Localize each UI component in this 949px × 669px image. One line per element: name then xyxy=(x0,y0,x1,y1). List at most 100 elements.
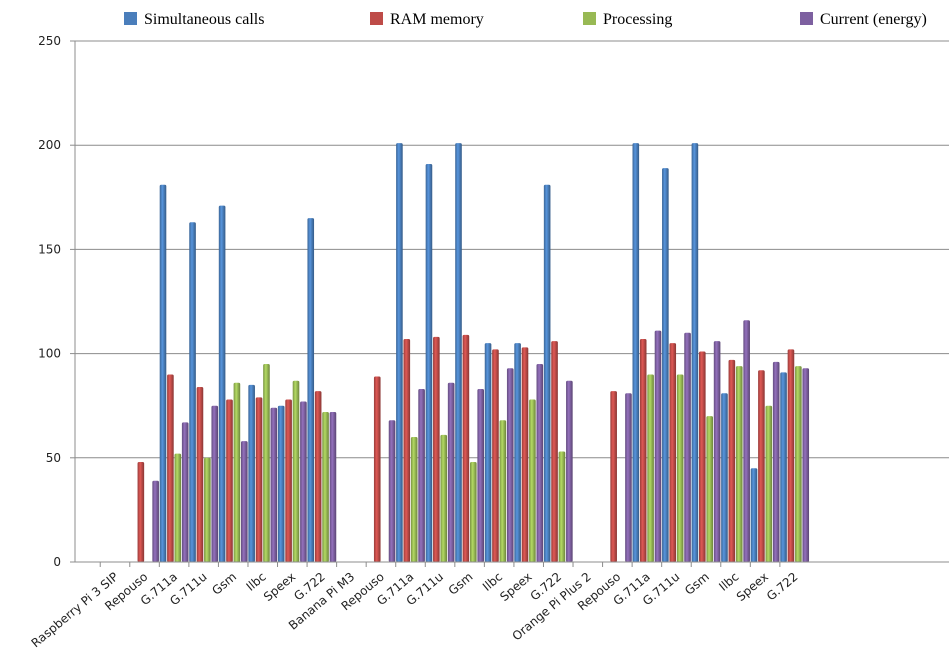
legend-swatch xyxy=(124,12,137,25)
y-tick-label: 0 xyxy=(53,555,61,569)
legend-label: RAM memory xyxy=(390,11,484,28)
bar-processing xyxy=(499,420,507,562)
x-tick-label: Gsm xyxy=(682,570,712,598)
bar-current-energy- xyxy=(713,341,721,562)
bar-ram-memory xyxy=(492,349,499,562)
bar-processing xyxy=(292,380,300,562)
bar-ram-memory xyxy=(196,386,204,562)
bar-current-energy- xyxy=(536,364,544,562)
bar-processing xyxy=(322,411,329,562)
bar-simultaneous-calls xyxy=(277,405,285,562)
bar-current-energy- xyxy=(388,420,396,562)
bar-simultaneous-calls xyxy=(662,168,669,562)
bar-processing xyxy=(706,416,713,562)
bar-current-energy- xyxy=(654,330,662,562)
bar-ram-memory xyxy=(167,374,174,562)
y-tick-label: 200 xyxy=(38,138,61,152)
bar-processing xyxy=(470,461,477,562)
legend-swatch xyxy=(800,12,813,25)
bar-ram-memory xyxy=(610,391,617,562)
bar-current-energy- xyxy=(566,380,573,562)
bar-ram-memory xyxy=(403,339,411,562)
bar-simultaneous-calls xyxy=(484,343,492,562)
bar-current-energy- xyxy=(447,382,455,562)
bar-processing xyxy=(204,457,211,562)
y-tick-label: 50 xyxy=(46,451,61,465)
bar-simultaneous-calls xyxy=(425,163,433,562)
bar-ram-memory xyxy=(787,349,795,562)
bar-simultaneous-calls xyxy=(189,222,196,563)
legend: Simultaneous calls RAM memory Processing Cu… xyxy=(124,11,927,28)
bar-simultaneous-calls xyxy=(632,143,640,562)
bar-current-energy- xyxy=(241,441,248,562)
x-tick-label: G.722 xyxy=(764,570,801,604)
bar-processing xyxy=(795,366,802,562)
bar-simultaneous-calls xyxy=(780,372,787,562)
bar-current-energy- xyxy=(802,368,810,562)
bar-ram-memory xyxy=(521,347,529,562)
bar-current-energy- xyxy=(684,332,691,562)
bar-current-energy- xyxy=(743,320,750,562)
bar-processing xyxy=(174,453,182,562)
legend-label: Current (energy) xyxy=(820,11,927,28)
bar-processing xyxy=(410,436,418,562)
bar-processing xyxy=(440,434,448,562)
bar-processing xyxy=(765,405,773,562)
bar-simultaneous-calls xyxy=(691,143,699,562)
bar-simultaneous-calls xyxy=(159,184,167,562)
legend-label: Simultaneous calls xyxy=(144,11,264,28)
bar-simultaneous-calls xyxy=(396,143,403,562)
bar-simultaneous-calls xyxy=(248,384,255,562)
bar-current-energy- xyxy=(506,368,514,562)
bar-ram-memory xyxy=(639,339,647,562)
bar-processing xyxy=(676,374,684,562)
bar-current-energy- xyxy=(181,422,189,562)
bar-ram-memory xyxy=(285,399,292,562)
bar-ram-memory xyxy=(758,370,765,562)
bar-current-energy- xyxy=(300,401,307,562)
bar-processing xyxy=(558,451,566,562)
bar-ram-memory xyxy=(314,391,322,562)
bar-simultaneous-calls xyxy=(218,205,226,563)
bar-current-energy- xyxy=(625,393,632,562)
bar-ram-memory xyxy=(433,336,440,562)
y-tick-label: 250 xyxy=(38,34,61,48)
bar-simultaneous-calls xyxy=(455,143,462,562)
bar-ram-memory xyxy=(137,461,145,562)
bar-processing xyxy=(647,374,654,562)
bar-current-energy- xyxy=(772,361,780,562)
bar-current-energy- xyxy=(477,389,484,562)
bar-simultaneous-calls xyxy=(721,393,728,562)
bar-current-energy- xyxy=(270,407,278,562)
bar-current-energy- xyxy=(418,389,425,562)
legend-swatch xyxy=(583,12,596,25)
x-tick-label: Gsm xyxy=(446,570,476,598)
bar-ram-memory xyxy=(373,376,381,562)
bar-processing xyxy=(529,399,536,562)
y-tick-label: 150 xyxy=(38,242,61,256)
bar-ram-memory xyxy=(728,359,736,562)
bar-simultaneous-calls xyxy=(307,218,315,562)
bar-simultaneous-calls xyxy=(514,343,521,562)
bar-ram-memory xyxy=(669,343,677,562)
bar-ram-memory xyxy=(226,399,233,562)
legend-label: Processing xyxy=(603,11,672,28)
bar-processing xyxy=(233,382,241,562)
bar-processing xyxy=(735,366,743,562)
legend-swatch xyxy=(370,12,383,25)
bar-simultaneous-calls xyxy=(750,468,758,562)
bar-simultaneous-calls xyxy=(543,184,551,562)
x-tick-label: Speex xyxy=(497,570,534,604)
y-tick-label: 100 xyxy=(38,347,61,361)
bar-ram-memory xyxy=(255,397,263,562)
x-tick-label: Speex xyxy=(261,570,298,604)
x-tick-label: Gsm xyxy=(209,570,239,598)
bar-current-energy- xyxy=(211,405,219,562)
bars xyxy=(137,143,810,563)
bar-processing xyxy=(263,364,270,562)
bar-ram-memory xyxy=(551,341,558,562)
bar-current-energy- xyxy=(152,480,159,562)
bar-ram-memory xyxy=(699,351,706,562)
